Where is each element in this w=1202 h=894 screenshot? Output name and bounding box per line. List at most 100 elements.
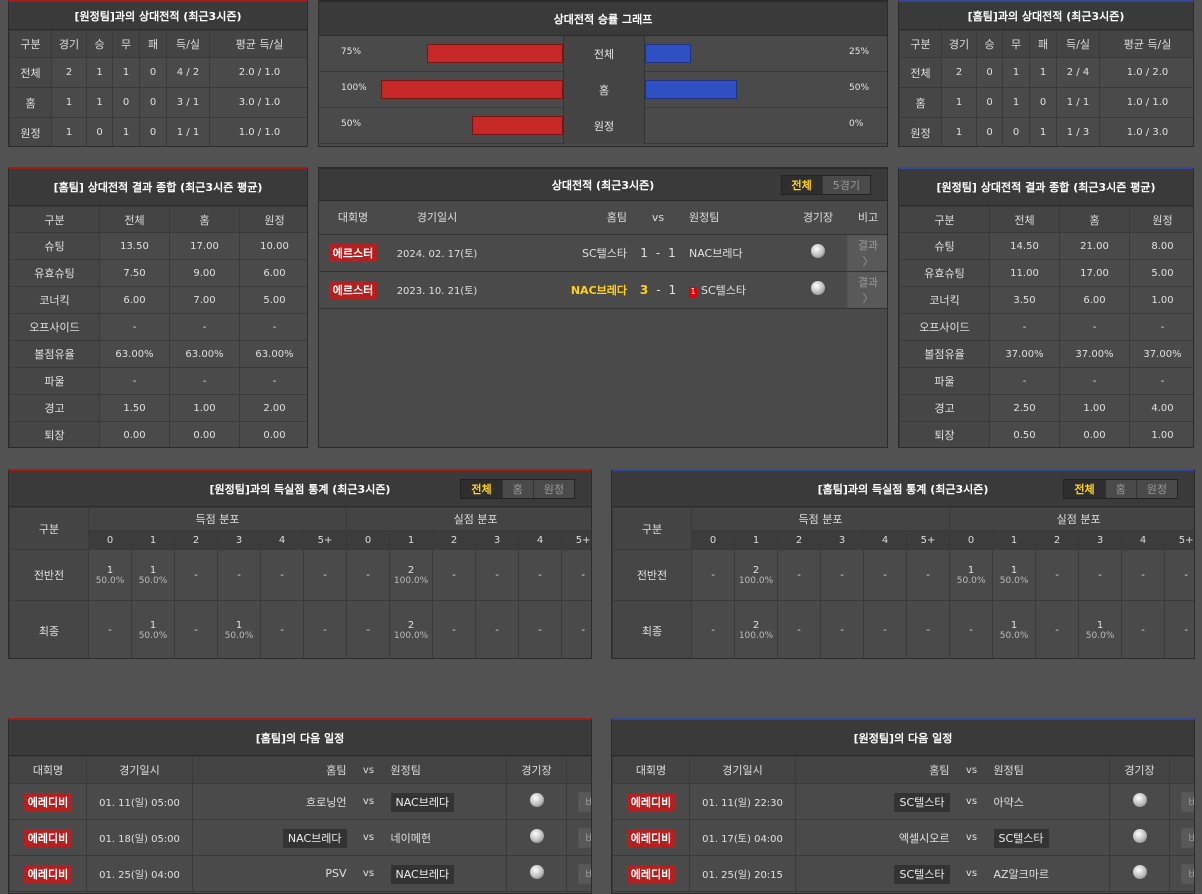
- home-team[interactable]: NAC브레다: [570, 283, 627, 297]
- stadium-icon[interactable]: [811, 281, 825, 295]
- cell-percent: 50.0%: [1085, 631, 1115, 641]
- cell: vs: [346, 819, 391, 856]
- stadium-icon[interactable]: [529, 865, 544, 879]
- home-team[interactable]: PSV: [325, 867, 347, 880]
- league-badge[interactable]: 에르스터: [328, 280, 378, 299]
- cell-count: -: [840, 569, 844, 581]
- panel-title: [원정팀]의 다음 일정: [853, 731, 953, 745]
- cell: 0: [112, 87, 140, 118]
- tab-1[interactable]: 홈: [501, 479, 533, 498]
- tab-2[interactable]: 원정: [1135, 479, 1177, 498]
- cell: -: [518, 549, 563, 601]
- tab-0[interactable]: 전체: [1064, 479, 1105, 498]
- cell: [789, 270, 847, 309]
- compare-button[interactable]: 비교 〉: [1181, 791, 1194, 812]
- league-badge[interactable]: 에레디비: [626, 792, 676, 811]
- compare-button[interactable]: 비교 〉: [578, 791, 591, 812]
- cell: 2 100.0%: [389, 549, 434, 601]
- league-badge[interactable]: 에르스터: [328, 243, 378, 262]
- cell: -: [99, 367, 170, 395]
- cell: 비교 〉: [566, 783, 591, 820]
- bucket-header: 2: [1035, 530, 1080, 550]
- league-badge[interactable]: 에레디비: [23, 828, 73, 847]
- league-badge[interactable]: 에레디비: [626, 828, 676, 847]
- away-team[interactable]: SC텔스타: [701, 283, 747, 297]
- compare-button[interactable]: 비교 〉: [578, 863, 591, 884]
- home-team[interactable]: NAC브레다: [282, 828, 347, 848]
- cell: SC텔스타: [487, 233, 627, 272]
- column-header: 구분: [9, 206, 100, 233]
- cell: NAC브레다: [390, 855, 507, 892]
- cell: -: [239, 313, 307, 341]
- league-badge[interactable]: 에레디비: [23, 792, 73, 811]
- away-team[interactable]: 아약스: [993, 795, 1024, 809]
- bucket-header: 5+: [905, 530, 951, 550]
- tab-1[interactable]: 홈: [1104, 479, 1136, 498]
- match-date: 01. 11(일) 22:30: [702, 798, 783, 809]
- result-button[interactable]: 결과 〉: [847, 234, 887, 271]
- cell: NAC브레다: [390, 783, 507, 820]
- tab-0[interactable]: 전체: [781, 175, 822, 194]
- home-team[interactable]: 흐로닝언: [306, 795, 347, 809]
- league-badge[interactable]: 에레디비: [23, 864, 73, 883]
- table-row: 최종 -1 50.0% -1 50.0% - - -2 100.0% - - - -: [9, 600, 591, 658]
- cell: -: [1059, 367, 1130, 395]
- cell: -: [561, 549, 591, 601]
- away-team[interactable]: 네이메헌: [390, 831, 431, 845]
- row-label: 홈: [9, 87, 52, 118]
- cell: -: [518, 600, 563, 658]
- cell: -: [1035, 600, 1080, 658]
- league-badge[interactable]: 에레디비: [626, 864, 676, 883]
- away-team[interactable]: AZ알크마르: [993, 867, 1050, 881]
- cell: 0: [976, 57, 1003, 88]
- home-team[interactable]: SC텔스타: [581, 246, 627, 260]
- away-team[interactable]: SC텔스타: [993, 828, 1049, 848]
- away-team[interactable]: NAC브레다: [689, 246, 743, 260]
- cell: 1 50.0%: [949, 549, 994, 601]
- stadium-icon[interactable]: [529, 793, 544, 807]
- tab-2[interactable]: 원정: [532, 479, 574, 498]
- cell-count: -: [1141, 569, 1145, 581]
- stadium-icon[interactable]: [529, 829, 544, 843]
- home-team[interactable]: 엑셀시오르: [898, 831, 950, 845]
- tab-1[interactable]: 5경기: [821, 175, 870, 194]
- column-header: 전체: [99, 206, 170, 233]
- home-team[interactable]: SC텔스타: [894, 792, 950, 812]
- cell-count: -: [194, 625, 198, 636]
- goals-away-panel: [원정팀]과의 득실점 통계 (최근3시즌) 전체 홈 원정 구분 득점 분포 실점 분포 0…: [8, 469, 592, 659]
- cell-count: -: [366, 625, 370, 636]
- away-score: 1: [668, 282, 677, 297]
- column-header: 홈: [169, 206, 240, 233]
- compare-button[interactable]: 비교 〉: [1181, 863, 1194, 884]
- tab-0[interactable]: 전체: [461, 479, 502, 498]
- cell-percent: 50.0%: [138, 631, 168, 641]
- cell: 1.00: [1059, 394, 1130, 422]
- stadium-icon[interactable]: [811, 244, 825, 258]
- away-team[interactable]: NAC브레다: [390, 792, 455, 812]
- cell: 1: [1029, 57, 1057, 88]
- row-label: 슈팅: [9, 232, 100, 260]
- table-row: 볼점유율 37.00% 37.00% 37.00%: [899, 340, 1193, 368]
- schedule-row: 에레디비 01. 11(일) 22:30 SC텔스타 vs 아약스 비교 〉: [612, 783, 1194, 820]
- result-button[interactable]: 결과 〉: [847, 271, 887, 308]
- compare-button[interactable]: 비교 〉: [578, 827, 591, 848]
- column-header: 원정: [1129, 206, 1193, 233]
- cell: -: [169, 367, 240, 395]
- stadium-icon[interactable]: [1132, 829, 1147, 843]
- cell: -: [475, 549, 520, 601]
- column-header: 홈팀: [487, 201, 627, 234]
- cell: 에르스터: [319, 270, 387, 309]
- cell-count: -: [883, 625, 887, 636]
- bucket-header: 2: [777, 530, 821, 550]
- cell: 9.00: [169, 259, 240, 287]
- cell: 8.00: [1129, 232, 1193, 260]
- cell: 4 / 2: [166, 57, 210, 88]
- home-team[interactable]: SC텔스타: [894, 864, 950, 884]
- compare-button[interactable]: 비교 〉: [1181, 827, 1194, 848]
- stadium-icon[interactable]: [1132, 865, 1147, 879]
- away-team[interactable]: NAC브레다: [390, 864, 455, 884]
- cell-count: -: [581, 569, 585, 581]
- cell: -: [949, 600, 994, 658]
- stadium-icon[interactable]: [1132, 793, 1147, 807]
